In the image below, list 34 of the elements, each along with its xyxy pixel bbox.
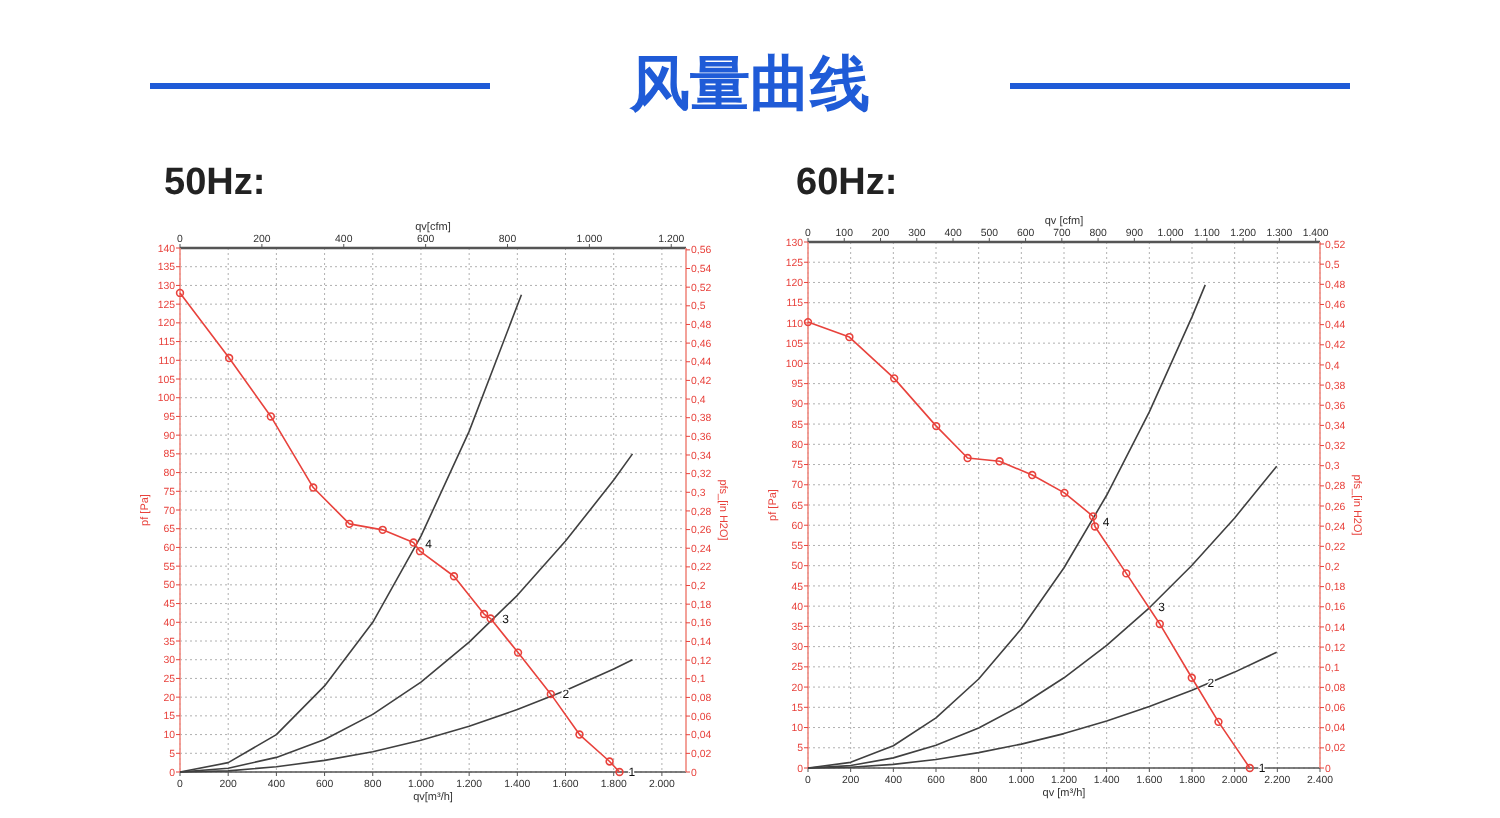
chart-title: 风量曲线 <box>628 52 870 118</box>
point <box>615 767 624 777</box>
point <box>449 572 459 581</box>
point <box>1028 470 1037 480</box>
chart-subtitle: 60Hz: <box>796 162 898 204</box>
point <box>1187 673 1196 682</box>
point <box>1155 619 1164 629</box>
point <box>175 288 185 298</box>
point <box>266 412 276 421</box>
point <box>513 648 523 657</box>
chart-subtitle: 50Hz: <box>164 162 266 204</box>
point <box>409 538 418 547</box>
point <box>546 689 556 699</box>
point <box>415 546 425 556</box>
point <box>1088 512 1098 521</box>
point <box>309 483 318 492</box>
point <box>224 353 234 363</box>
point <box>995 457 1004 466</box>
point <box>486 614 495 623</box>
point <box>889 374 899 383</box>
point <box>1214 717 1223 727</box>
point <box>345 519 354 529</box>
point <box>605 757 614 766</box>
point <box>1060 488 1069 498</box>
point <box>845 332 854 342</box>
point <box>1090 522 1100 531</box>
point <box>479 609 489 619</box>
point <box>575 730 584 739</box>
point <box>378 525 387 535</box>
point <box>963 453 972 463</box>
point <box>803 317 813 327</box>
point <box>932 421 941 431</box>
point <box>1122 569 1131 578</box>
point <box>1245 763 1255 773</box>
